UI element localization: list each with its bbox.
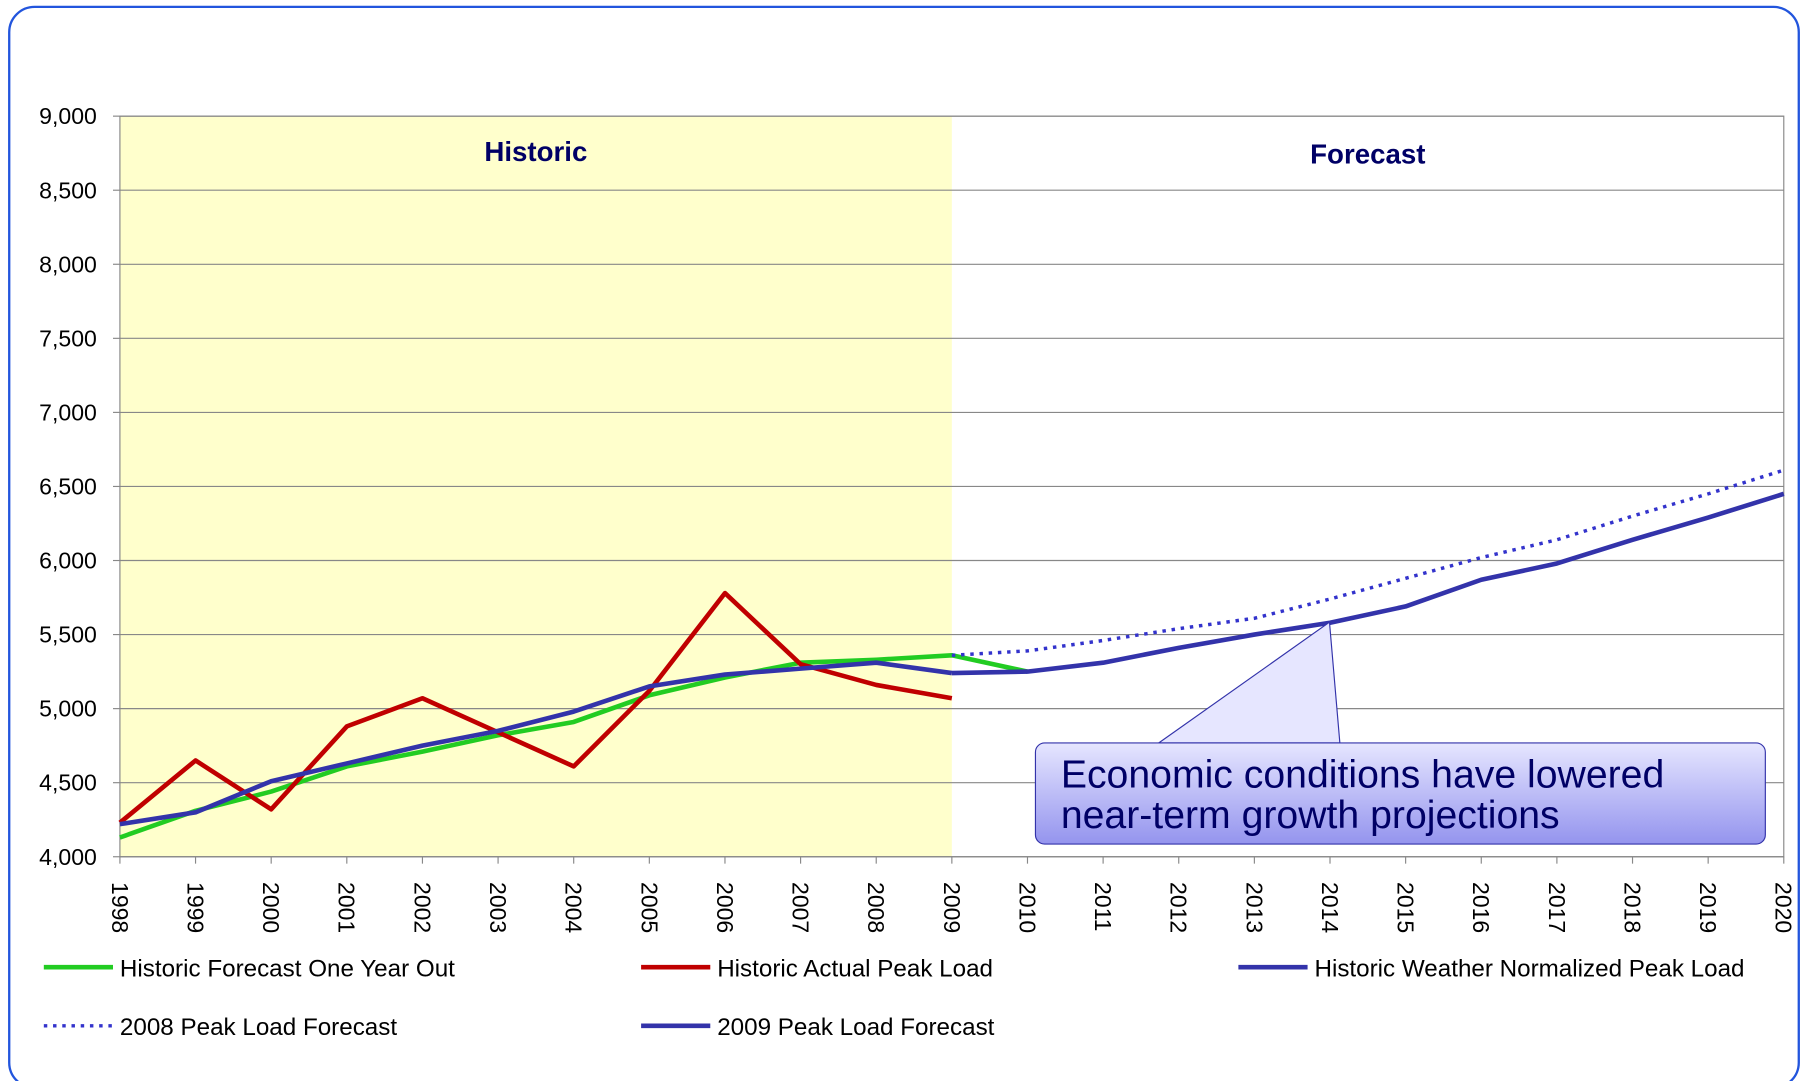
x-tick-label: 2009 [939,882,965,933]
y-tick-label: 6,000 [39,548,97,574]
x-tick-label: 2020 [1771,882,1797,933]
legend-label: 2009 Peak Load Forecast [717,1014,994,1041]
x-tick-label: 1999 [182,882,208,933]
callout-box [1034,742,1766,845]
callout-text: near-term growth projections [1061,794,1560,837]
x-tick-label: 2011 [1090,882,1116,931]
x-tick-label: 2007 [788,882,814,933]
x-tick-label: 2001 [334,882,360,933]
x-tick-label: 2012 [1166,882,1192,933]
x-tick-label: 2010 [1014,882,1040,933]
x-tick-label: 2003 [485,882,511,933]
x-tick-label: 2019 [1695,882,1721,933]
y-tick-label: 9,000 [39,103,97,129]
x-tick-label: 2008 [863,882,889,933]
x-tick-label: 1998 [107,882,133,933]
y-tick-label: 7,000 [39,399,97,425]
x-tick-label: 2014 [1317,882,1343,933]
legend-label: Historic Actual Peak Load [717,955,993,982]
legend-label: Historic Weather Normalized Peak Load [1314,955,1744,982]
region-label: Forecast [1310,138,1425,169]
series-line [951,491,1785,676]
y-tick-label: 7,500 [39,325,97,351]
x-tick-label: 2018 [1619,882,1645,933]
series-line [951,468,1785,658]
callout-text: Economic conditions have lowered [1061,754,1664,797]
x-tick-label: 2015 [1393,882,1419,933]
x-tick-label: 2006 [712,882,738,933]
y-tick-label: 4,500 [39,770,97,796]
y-tick-label: 8,000 [39,251,97,277]
series-line [119,653,1028,840]
y-tick-label: 5,500 [39,622,97,648]
legend-label: Historic Forecast One Year Out [120,955,455,982]
legend-label: 2008 Peak Load Forecast [120,1014,397,1041]
x-tick-label: 2013 [1241,882,1267,933]
x-tick-label: 2016 [1468,882,1494,933]
x-tick-label: 2005 [636,882,662,933]
region-label: Historic [484,136,587,167]
x-tick-label: 2004 [561,882,587,933]
x-tick-label: 2000 [258,882,284,933]
x-tick-label: 2017 [1544,882,1570,933]
series-line [119,660,953,827]
x-tick-label: 2002 [409,882,435,933]
y-tick-label: 4,000 [39,844,97,870]
y-tick-label: 8,500 [39,177,97,203]
y-tick-label: 5,000 [39,696,97,722]
y-tick-label: 6,500 [39,474,97,500]
